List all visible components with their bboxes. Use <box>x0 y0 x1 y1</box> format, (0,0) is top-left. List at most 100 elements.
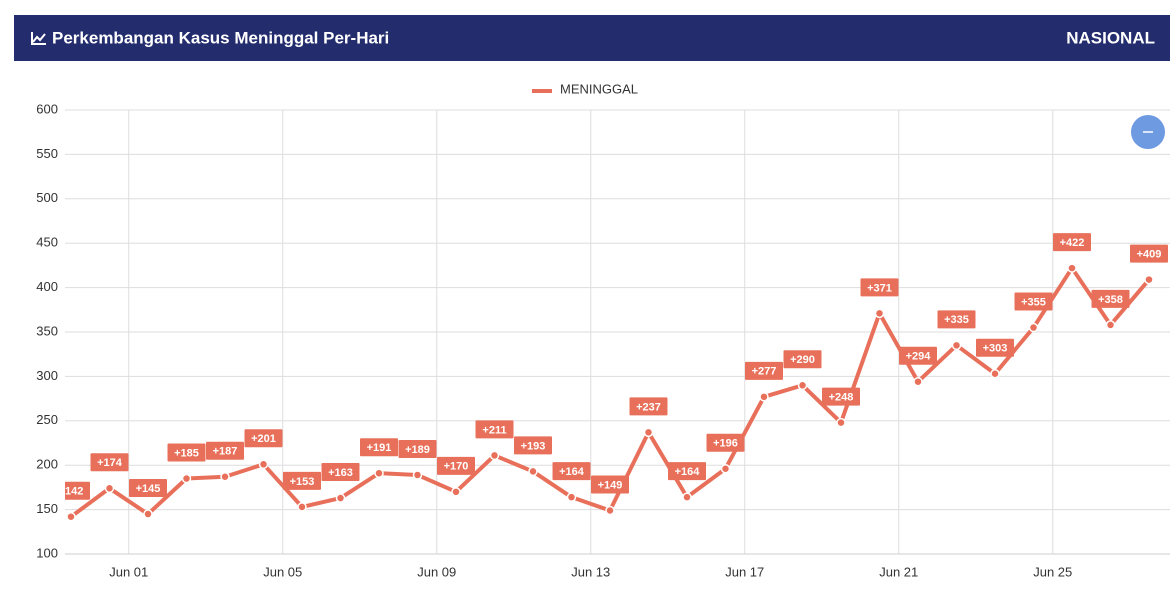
value-label: +153 <box>290 476 315 488</box>
y-tick-label: 200 <box>36 457 58 472</box>
y-tick-label: 400 <box>36 279 58 294</box>
header-region: NASIONAL <box>1066 28 1155 47</box>
value-label-box <box>1014 292 1053 311</box>
value-label: +174 <box>97 457 123 469</box>
y-tick-label: 300 <box>36 368 58 383</box>
x-tick-label: Jun 01 <box>109 564 148 579</box>
value-label: +149 <box>598 479 623 491</box>
point-marker <box>143 509 153 519</box>
value-label: +422 <box>1060 237 1085 249</box>
value-label: +409 <box>1137 249 1162 261</box>
x-tick-label: Jun 13 <box>571 564 610 579</box>
value-label-box <box>65 481 90 500</box>
point-marker <box>181 473 192 484</box>
point-marker <box>643 427 654 438</box>
point-marker <box>1144 274 1154 285</box>
value-label-box <box>129 479 167 498</box>
value-label: +211 <box>482 424 506 436</box>
value-label-box <box>937 310 976 329</box>
chart-icon <box>31 32 46 45</box>
value-label-box <box>1130 244 1168 263</box>
point-marker <box>489 450 500 461</box>
y-tick-label: 350 <box>36 323 58 338</box>
x-tick-label: Jun 05 <box>263 564 302 579</box>
value-label-box <box>860 278 899 297</box>
value-label-box <box>706 433 745 452</box>
zoom-button[interactable] <box>1131 115 1165 149</box>
plot-area: +142 +174 +145 +185 +187 +201 +153 +163 +191 +189… <box>59 233 1168 522</box>
x-tick-label: Jun 21 <box>879 564 918 579</box>
value-label: +248 <box>829 391 854 403</box>
value-label-box <box>206 441 244 460</box>
value-label-box <box>629 397 668 416</box>
value-label: +196 <box>713 438 738 450</box>
header-title: Perkembangan Kasus Meninggal Per-Hari <box>52 28 389 47</box>
value-label: +237 <box>636 401 661 413</box>
value-label-box <box>244 429 283 448</box>
x-tick-label: Jun 09 <box>417 564 456 579</box>
y-tick-label: 100 <box>36 545 58 560</box>
y-tick-label: 500 <box>36 190 58 205</box>
value-label: +142 <box>59 486 84 498</box>
value-label-box <box>360 438 398 457</box>
value-label-box <box>514 436 552 455</box>
value-label: +170 <box>444 461 469 473</box>
value-label-box <box>321 463 360 482</box>
point-marker <box>297 502 307 512</box>
value-label-box <box>398 439 437 458</box>
value-label: +290 <box>790 354 815 366</box>
value-label: +358 <box>1098 294 1123 306</box>
value-label-box <box>552 462 591 481</box>
y-tick-label: 250 <box>36 412 58 427</box>
value-label-box <box>475 420 514 439</box>
value-label: +189 <box>405 444 430 456</box>
x-tick-label: Jun 17 <box>725 564 764 579</box>
value-label-box <box>591 475 629 494</box>
point-marker <box>951 340 962 351</box>
value-label-box <box>90 453 129 472</box>
y-tick-label: 450 <box>36 235 58 250</box>
point-marker <box>797 380 808 391</box>
point-marker <box>412 470 423 480</box>
point-marker <box>66 511 76 522</box>
point-marker <box>566 492 577 502</box>
value-label: +193 <box>521 440 546 452</box>
value-label-box <box>283 471 321 490</box>
value-label: +164 <box>559 466 585 478</box>
value-label-box <box>976 338 1014 357</box>
value-label-box <box>437 456 475 475</box>
value-label-box <box>899 346 937 365</box>
value-label: +355 <box>1021 296 1046 308</box>
value-label-box <box>1053 233 1091 252</box>
value-label-box <box>745 361 783 380</box>
header-bar <box>14 15 1170 61</box>
value-label: +191 <box>367 442 392 454</box>
point-marker <box>605 505 615 516</box>
point-marker <box>1105 320 1116 330</box>
point-marker <box>451 487 461 497</box>
y-tick-label: 600 <box>36 101 58 116</box>
point-marker <box>720 464 731 474</box>
value-label: +335 <box>944 314 969 326</box>
value-label-box <box>167 443 206 462</box>
value-label-box <box>668 462 706 481</box>
value-label-box <box>783 350 822 369</box>
point-marker <box>1028 322 1039 333</box>
value-label: +145 <box>136 483 161 495</box>
point-marker <box>913 376 923 387</box>
point-marker <box>528 466 538 477</box>
point-marker <box>874 308 885 319</box>
value-label: +303 <box>983 343 1008 355</box>
point-marker <box>682 492 692 502</box>
point-marker <box>1067 263 1077 273</box>
y-tick-label: 550 <box>36 146 58 161</box>
value-label: +294 <box>906 351 932 363</box>
value-label-box <box>1091 289 1130 308</box>
point-marker <box>104 483 115 494</box>
value-label: +201 <box>251 433 276 445</box>
point-marker <box>335 493 346 503</box>
value-label: +164 <box>675 466 701 478</box>
point-marker <box>220 471 230 482</box>
